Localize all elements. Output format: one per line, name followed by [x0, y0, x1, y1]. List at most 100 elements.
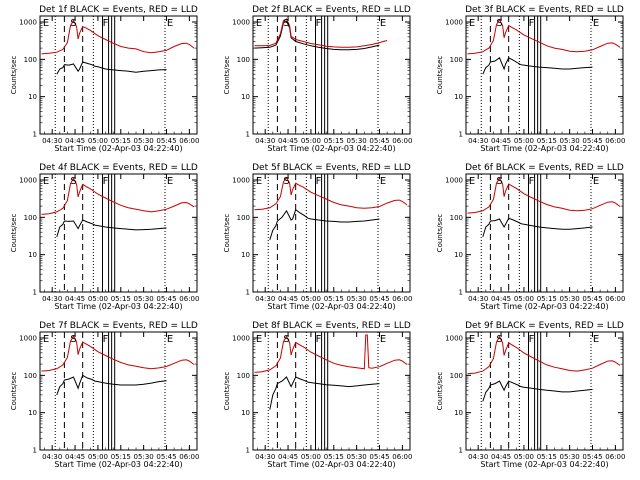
- interval-marker: E: [593, 176, 599, 187]
- series-events-line: [482, 57, 593, 75]
- plot-frame: [39, 173, 198, 293]
- interval-marker: E: [469, 334, 475, 345]
- panel-2: Det 2f BLACK = Events, RED = LLD 1 10 100 10…: [223, 5, 412, 153]
- y-tick-label: 1: [459, 289, 463, 297]
- x-tick-label: 05:30: [560, 137, 580, 145]
- x-tick-label: 05:00: [301, 295, 321, 303]
- x-tick-label: 04:45: [278, 137, 298, 145]
- y-tick-label: 10: [241, 93, 250, 101]
- series-events-line: [269, 376, 380, 410]
- x-tick-label: 05:15: [537, 137, 557, 145]
- x-axis-label: Start Time (02-Apr-03 04:22:40): [54, 144, 182, 153]
- x-axis-label: Start Time (02-Apr-03 04:22:40): [54, 460, 182, 469]
- x-tick-label: 06:00: [605, 137, 625, 145]
- interval-marker: E: [380, 334, 386, 345]
- y-axis-label: Counts/sec: [10, 56, 18, 95]
- x-tick-label: 05:45: [582, 453, 602, 461]
- panel-title: Det 2f BLACK = Events, RED = LLD: [252, 5, 411, 15]
- x-tick-label: 04:45: [65, 295, 85, 303]
- x-tick-label: 04:30: [468, 453, 488, 461]
- y-axis-label: Counts/sec: [223, 56, 231, 95]
- interval-marker: F: [316, 176, 322, 187]
- series-events-line: [56, 219, 167, 238]
- x-tick-label: 04:30: [468, 295, 488, 303]
- y-axis-label: Counts/sec: [436, 214, 444, 253]
- x-tick-label: 05:15: [111, 453, 131, 461]
- x-tick-label: 05:00: [301, 137, 321, 145]
- interval-marker: F: [103, 334, 109, 345]
- x-tick-label: 05:15: [324, 137, 344, 145]
- interval-marker: E: [43, 334, 49, 345]
- x-tick-label: 05:45: [156, 453, 176, 461]
- y-tick-label: 1000: [232, 19, 250, 27]
- x-tick-label: 05:45: [582, 137, 602, 145]
- interval-marker: S: [70, 334, 76, 345]
- y-tick-label: 1000: [232, 335, 250, 343]
- x-tick-label: 05:30: [134, 295, 154, 303]
- interval-marker: S: [496, 18, 502, 29]
- y-tick-label: 100: [24, 214, 37, 222]
- series-lld-line: [254, 18, 388, 48]
- interval-marker: E: [593, 18, 599, 29]
- interval-marker: S: [496, 176, 502, 187]
- x-tick-label: 04:30: [42, 137, 62, 145]
- x-tick-label: 04:30: [42, 295, 62, 303]
- x-tick-label: 05:45: [156, 137, 176, 145]
- interval-marker: S: [496, 334, 502, 345]
- x-tick-label: 05:30: [134, 453, 154, 461]
- y-tick-label: 100: [237, 56, 250, 64]
- series-lld-line: [467, 18, 621, 55]
- panel-3: Det 3f BLACK = Events, RED = LLD 1 10 100 10…: [436, 5, 625, 153]
- plot-frame: [465, 173, 624, 293]
- plot-frame: [252, 173, 411, 293]
- series-events-line: [482, 217, 593, 238]
- interval-marker: S: [283, 18, 289, 29]
- panel-title: Det 3f BLACK = Events, RED = LLD: [465, 5, 624, 15]
- panel-title: Det 7f BLACK = Events, RED = LLD: [39, 321, 198, 331]
- panel-title: Det 6f BLACK = Events, RED = LLD: [465, 163, 624, 173]
- interval-marker: F: [529, 18, 535, 29]
- series-events-line: [254, 20, 380, 51]
- interval-marker: E: [380, 176, 386, 187]
- x-tick-label: 05:00: [514, 137, 534, 145]
- x-tick-label: 04:30: [468, 137, 488, 145]
- panel-9: Det 9f BLACK = Events, RED = LLD 1 10 100 10…: [436, 321, 625, 469]
- x-tick-label: 06:00: [179, 453, 199, 461]
- x-tick-label: 05:00: [88, 295, 108, 303]
- series-events-line: [482, 380, 593, 402]
- interval-marker: E: [43, 176, 49, 187]
- interval-marker: E: [380, 18, 386, 29]
- series-lld-line: [41, 177, 195, 215]
- panel-title: Det 1f BLACK = Events, RED = LLD: [39, 5, 198, 15]
- x-tick-label: 05:45: [369, 295, 389, 303]
- x-tick-label: 05:30: [347, 295, 367, 303]
- x-axis-label: Start Time (02-Apr-03 04:22:40): [267, 460, 395, 469]
- interval-marker: F: [529, 334, 535, 345]
- series-events-line: [56, 61, 167, 75]
- interval-marker: E: [469, 176, 475, 187]
- y-tick-label: 10: [28, 409, 37, 417]
- x-tick-label: 04:30: [255, 295, 275, 303]
- y-tick-label: 10: [241, 409, 250, 417]
- y-axis-label: Counts/sec: [223, 214, 231, 253]
- y-tick-label: 1000: [19, 335, 37, 343]
- interval-marker: E: [469, 18, 475, 29]
- plot-frame: [252, 15, 411, 135]
- y-axis-label: Counts/sec: [436, 56, 444, 95]
- plot-frame: [39, 15, 198, 135]
- panel-title: Det 4f BLACK = Events, RED = LLD: [39, 163, 198, 173]
- interval-marker: E: [167, 176, 173, 187]
- y-tick-label: 1: [33, 131, 37, 139]
- x-tick-label: 04:30: [255, 137, 275, 145]
- x-tick-label: 06:00: [392, 295, 412, 303]
- x-tick-label: 05:30: [560, 453, 580, 461]
- x-tick-label: 05:30: [347, 137, 367, 145]
- interval-marker: F: [103, 18, 109, 29]
- interval-marker: E: [256, 334, 262, 345]
- x-tick-label: 05:15: [111, 295, 131, 303]
- x-tick-label: 05:45: [582, 295, 602, 303]
- x-tick-label: 05:30: [347, 453, 367, 461]
- y-tick-label: 1: [33, 289, 37, 297]
- y-tick-label: 1: [246, 289, 250, 297]
- x-tick-label: 04:45: [65, 453, 85, 461]
